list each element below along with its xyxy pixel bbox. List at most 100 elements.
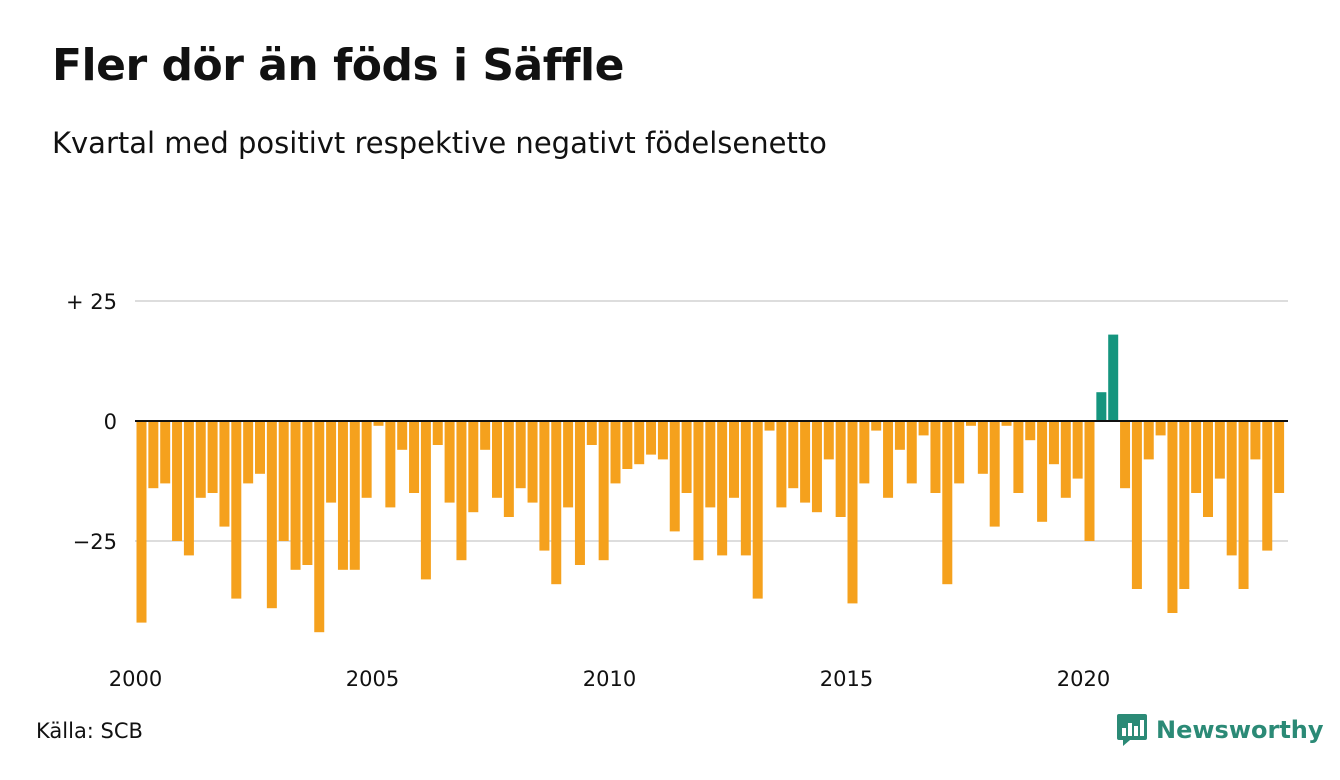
bar (1226, 421, 1237, 556)
bar (1025, 421, 1036, 441)
brand-name: Newsworthy (1156, 716, 1324, 744)
bar (1072, 421, 1083, 479)
bar (1274, 421, 1285, 493)
bar (705, 421, 716, 508)
bar (811, 421, 822, 513)
bar (1214, 421, 1225, 479)
bar (420, 421, 431, 580)
bar (966, 421, 976, 426)
bar (397, 421, 408, 450)
y-tick-label: + 25 (66, 290, 117, 314)
bar (337, 421, 348, 570)
bar (657, 421, 668, 460)
bar (266, 421, 277, 609)
bar (634, 421, 645, 465)
bar (160, 421, 171, 484)
y-tick-label: 0 (104, 410, 117, 434)
bar (622, 421, 633, 469)
bar (326, 421, 337, 503)
bar (243, 421, 254, 484)
bar (349, 421, 360, 570)
bar (729, 421, 739, 498)
bar (1238, 421, 1249, 589)
bar (1143, 421, 1154, 460)
bar (717, 421, 728, 556)
bar (930, 421, 941, 493)
bar (456, 421, 467, 561)
x-tick-label: 2005 (346, 667, 399, 691)
bar (480, 421, 491, 450)
bar (231, 421, 242, 599)
x-tick-label: 2020 (1057, 667, 1110, 691)
bar (1060, 421, 1071, 498)
bar (800, 421, 811, 503)
bar (468, 421, 479, 513)
bar (906, 421, 917, 484)
x-tick-label: 2000 (109, 667, 162, 691)
bar (1108, 334, 1119, 421)
bar (847, 421, 858, 604)
bar (918, 421, 929, 436)
bar (444, 421, 455, 503)
bar (183, 421, 194, 556)
brand-logo: Newsworthy (1116, 712, 1324, 748)
bar (527, 421, 538, 503)
bar (646, 421, 657, 455)
bar (989, 421, 1000, 527)
bar (409, 421, 420, 493)
bar (551, 421, 562, 585)
bar (195, 421, 206, 498)
bar (172, 421, 183, 541)
bar (764, 421, 775, 431)
bar (207, 421, 218, 493)
chart-title: Fler dör än föds i Säffle (52, 40, 624, 91)
bar (1096, 392, 1107, 421)
bar (278, 421, 289, 541)
bar (1167, 421, 1178, 613)
bar (1191, 421, 1202, 493)
bar (385, 421, 396, 508)
bar (314, 421, 325, 633)
bar (515, 421, 526, 489)
bar (610, 421, 621, 484)
bar (136, 421, 147, 623)
bar (1084, 421, 1095, 541)
bar (503, 421, 514, 517)
bar (1250, 421, 1261, 460)
bar (871, 421, 882, 431)
bar (1203, 421, 1213, 517)
bar (669, 421, 680, 532)
bar (859, 421, 870, 484)
bar (574, 421, 585, 565)
bars-layer (136, 334, 1285, 633)
bar (681, 421, 692, 493)
bar (361, 421, 372, 498)
bar (1001, 421, 1012, 426)
axis-layer: + 25 0 −25 2000 2005 2010 2015 2020 (66, 290, 1288, 691)
bar (1179, 421, 1190, 589)
bar (776, 421, 787, 508)
bar (740, 421, 751, 556)
bar (148, 421, 159, 489)
grid-layer (135, 300, 1288, 542)
bar (788, 421, 799, 489)
source-note: Källa: SCB (36, 719, 143, 743)
bar (693, 421, 704, 561)
bar (1131, 421, 1142, 589)
bar (954, 421, 965, 484)
bar (492, 421, 502, 498)
bar (539, 421, 550, 551)
bar (835, 421, 846, 517)
x-tick-label: 2015 (820, 667, 873, 691)
bar (894, 421, 905, 450)
bar (302, 421, 313, 565)
bar (883, 421, 894, 498)
bar (373, 421, 384, 426)
chart-subtitle: Kvartal med positivt respektive negativt… (52, 126, 827, 160)
bar (752, 421, 763, 599)
bar (219, 421, 230, 527)
bar (586, 421, 597, 445)
bar (1155, 421, 1166, 436)
bar (255, 421, 265, 474)
